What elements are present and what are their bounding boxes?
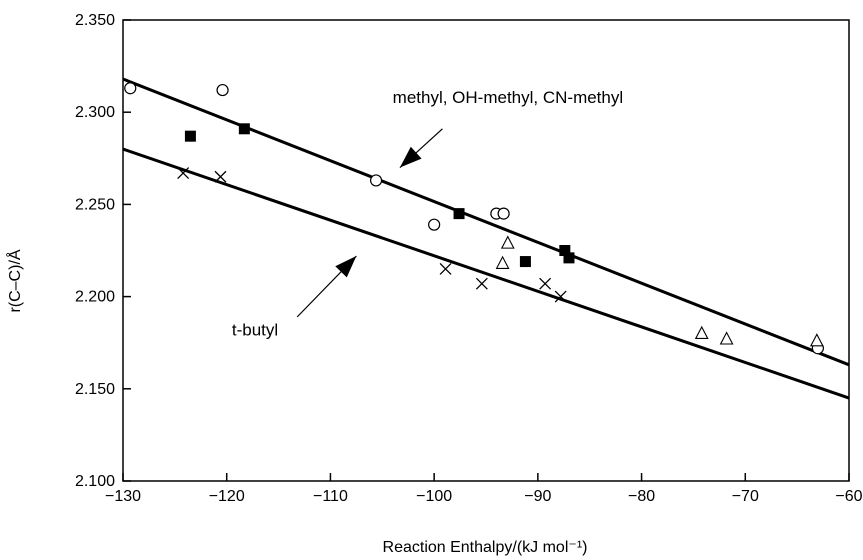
plot-frame: [122, 19, 850, 482]
y-tick-label: 2.150: [75, 381, 115, 398]
circle-point: [428, 218, 441, 231]
square-point: [519, 256, 531, 268]
x-axis-title: Reaction Enthalpy/(kJ mol⁻¹): [383, 539, 588, 556]
cross-point: [439, 262, 452, 275]
square-point: [184, 130, 196, 142]
square-point: [559, 245, 571, 256]
circle-point: [369, 174, 383, 187]
y-tick-label: 2.200: [75, 289, 115, 306]
annotation-tbutyl-label: t-butyl: [232, 320, 278, 339]
y-tick-label: 2.300: [75, 104, 115, 121]
cross-point: [475, 277, 488, 290]
circle-point: [216, 83, 229, 97]
cross-point: [214, 170, 227, 183]
annotations: methyl, OH-methyl, CN-methyl t-butyl: [232, 88, 623, 339]
triangle-point: [495, 255, 510, 269]
square-point: [563, 252, 575, 264]
x-tick-label: −100: [416, 488, 452, 505]
square-point: [238, 123, 250, 135]
triangle-point: [694, 325, 709, 340]
x-tick-label: −80: [628, 488, 655, 505]
data-points: [124, 82, 824, 355]
triangle-point: [500, 235, 515, 249]
circle-point: [497, 207, 510, 220]
cross-point: [539, 277, 552, 290]
y-tick-label: 2.250: [75, 196, 115, 213]
circle-point: [124, 82, 137, 95]
triangle-point: [719, 331, 734, 345]
square-point: [453, 208, 465, 220]
cross-point: [554, 290, 567, 303]
annotation-methyl-label: methyl, OH-methyl, CN-methyl: [393, 88, 623, 107]
x-tick-label: −130: [105, 488, 141, 505]
x-axis: −130 −120 −110 −100 −90 −80 −70 −60: [105, 473, 863, 505]
x-tick-label: −110: [313, 488, 348, 505]
cross-point: [177, 167, 190, 180]
y-tick-label: 2.100: [75, 473, 115, 490]
x-tick-label: −60: [835, 488, 862, 505]
fit-line: [122, 147, 850, 400]
y-tick-label: 2.350: [75, 12, 115, 29]
arrowhead: [335, 256, 357, 278]
plot-border: [122, 19, 850, 482]
arrowhead: [399, 146, 422, 168]
x-tick-label: −90: [524, 488, 551, 505]
x-tick-label: −70: [732, 488, 759, 505]
y-axis-title: r(C–C)/Å: [5, 249, 24, 312]
x-tick-label: −120: [209, 488, 245, 505]
y-axis: 2.100 2.150 2.200 2.250 2.300 2.350: [75, 12, 131, 490]
triangle-point: [809, 333, 824, 347]
fit-lines: [122, 77, 850, 400]
